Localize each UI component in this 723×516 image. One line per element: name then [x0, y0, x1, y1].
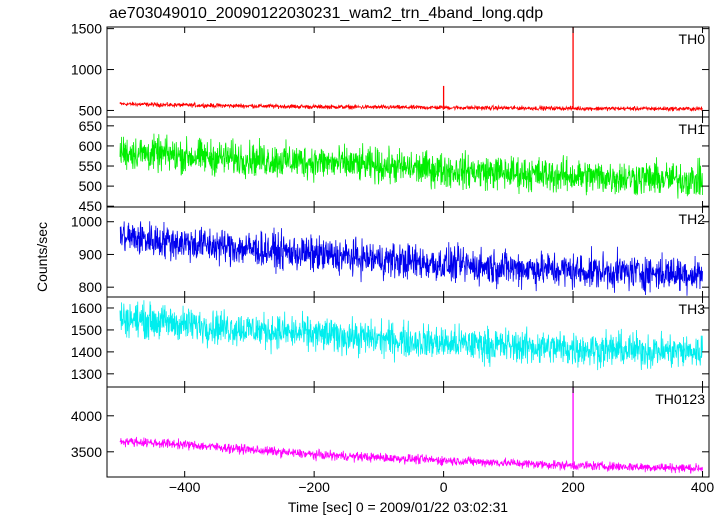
panel-th0: 500 1000 1500 TH0 — [71, 21, 710, 118]
series-line-th0 — [119, 101, 703, 113]
y-tick-label: 1000 — [71, 214, 102, 230]
panel-name-th0123: TH0123 — [655, 391, 705, 407]
y-tick-label: 1600 — [71, 300, 102, 316]
series-line-th3 — [119, 300, 703, 371]
panel-th1: 450 500 550 600 650 TH1 — [79, 116, 710, 214]
y-tick-label: 1400 — [71, 344, 102, 360]
y-tick-label: 1500 — [71, 322, 102, 338]
y-tick-label: 500 — [79, 178, 103, 194]
panel-name-th0: TH0 — [679, 31, 706, 47]
y-tick-label: 600 — [79, 138, 103, 154]
x-tick-label: −400 — [169, 479, 201, 495]
panel-name-th3: TH3 — [679, 301, 706, 317]
y-tick-label: 450 — [79, 198, 103, 214]
y-tick-label: 1500 — [71, 21, 102, 37]
series-line-th1 — [119, 133, 703, 199]
y-tick-label: 1000 — [71, 62, 102, 78]
y-tick-label: 550 — [79, 158, 103, 174]
y-axis-label: Counts/sec — [34, 222, 50, 292]
y-tick-label: 800 — [79, 279, 103, 295]
x-tick-label: 400 — [691, 479, 715, 495]
panel-frame — [106, 386, 710, 478]
x-axis-label: Time [sec] 0 = 2009/01/22 03:02:31 — [288, 499, 508, 515]
y-tick-label: 650 — [79, 118, 103, 134]
panel-th0123: 3500 4000 TH0123 — [71, 386, 710, 478]
series-line-th2 — [119, 221, 703, 296]
panel-name-th2: TH2 — [679, 211, 706, 227]
x-tick-label: 0 — [440, 479, 448, 495]
series-line-th0123 — [119, 436, 703, 474]
panels-group: 500 1000 1500 TH0 450 500 550 600 650 TH1 800 900 10… — [71, 21, 710, 478]
y-tick-label: 4000 — [71, 408, 102, 424]
panel-frame — [106, 26, 710, 118]
x-tick-label: 200 — [561, 479, 585, 495]
y-tick-label: 1300 — [71, 366, 102, 382]
x-axis: −400 −200 0 200 400 — [169, 479, 715, 495]
y-tick-label: 500 — [79, 102, 103, 118]
panel-name-th1: TH1 — [679, 121, 706, 137]
panel-th3: 1300 1400 1500 1600 TH3 — [71, 296, 710, 388]
chart-title: ae703049010_20090122030231_wam2_trn_4ban… — [109, 5, 543, 22]
x-tick-label: −200 — [298, 479, 330, 495]
y-tick-label: 900 — [79, 246, 103, 262]
y-tick-label: 3500 — [71, 444, 102, 460]
panel-th2: 800 900 1000 TH2 — [71, 206, 710, 298]
